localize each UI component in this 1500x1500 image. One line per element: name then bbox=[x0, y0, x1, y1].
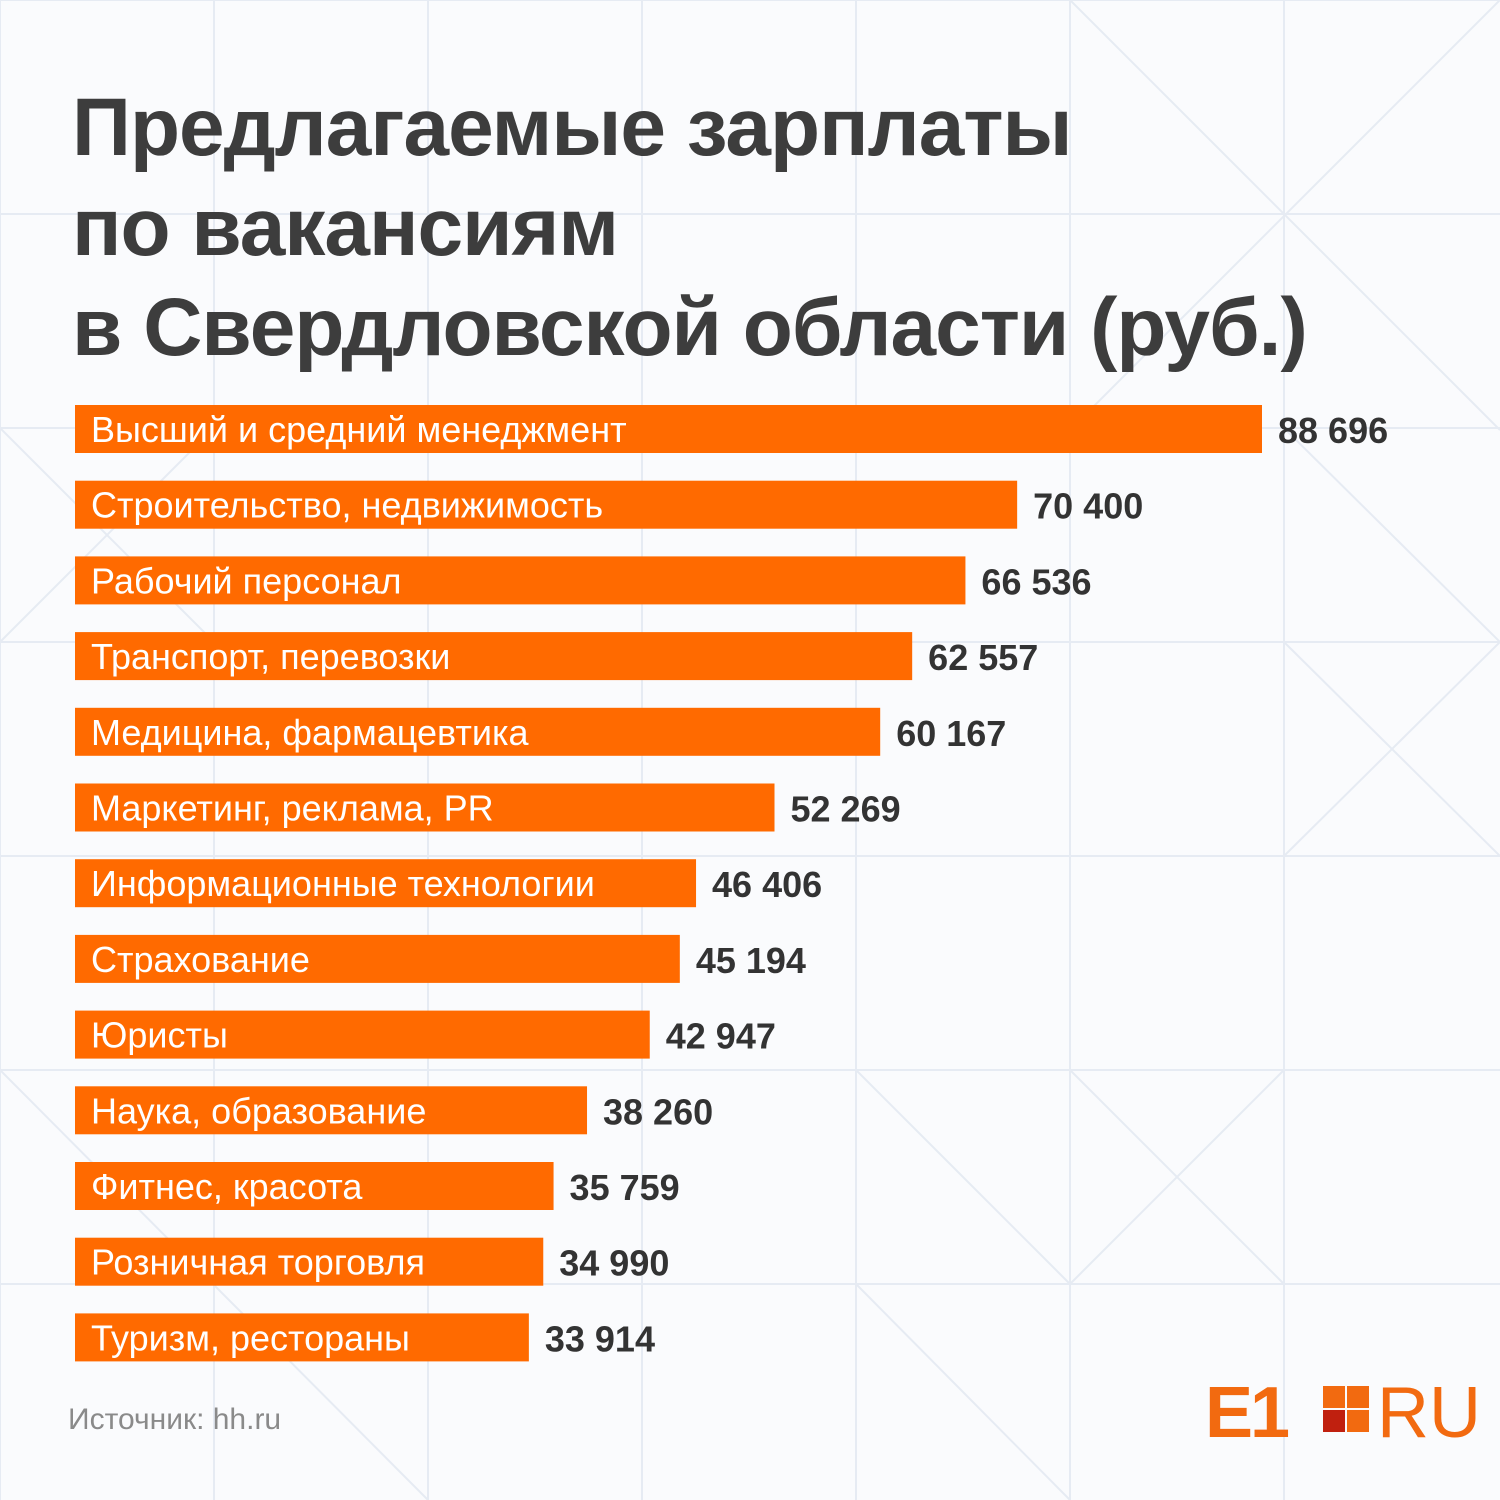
bar-group: Строительство, недвижимость 70 400 bbox=[75, 480, 1143, 529]
bar-value-label: 33 914 bbox=[545, 1318, 655, 1359]
logo-ru-text: RU bbox=[1377, 1373, 1481, 1453]
title-line-2: по вакансиям bbox=[72, 182, 619, 273]
bar bbox=[75, 556, 966, 605]
bar-group: Медицина, фармацевтика 60 167 bbox=[75, 707, 1006, 756]
bar-value-label: 70 400 bbox=[1033, 486, 1143, 527]
bar bbox=[75, 707, 881, 756]
bar-group: Высший и средний менеджмент 88 696 bbox=[75, 405, 1388, 453]
title-line-1: Предлагаемые зарплаты bbox=[72, 82, 1073, 173]
bar bbox=[75, 1010, 650, 1059]
e1-logo[interactable]: E1 RU bbox=[1205, 1373, 1481, 1453]
bar-value-label: 66 536 bbox=[981, 561, 1091, 602]
bar-value-label: 46 406 bbox=[712, 864, 822, 905]
bar-value-label: 52 269 bbox=[791, 789, 901, 830]
bar-value-label: 38 260 bbox=[603, 1091, 713, 1132]
bar-group: Транспорт, перевозки 62 557 bbox=[75, 632, 1038, 681]
bar-category-label: Наука, образование bbox=[91, 1090, 426, 1131]
chart-title: Предлагаемые зарплаты по вакансиям в Све… bbox=[72, 78, 1472, 378]
bar-category-label: Строительство, недвижимость bbox=[91, 485, 603, 526]
bar-value-label: 88 696 bbox=[1278, 410, 1388, 451]
bar bbox=[75, 1086, 588, 1135]
bar-category-label: Высший и средний менеджмент bbox=[91, 409, 627, 450]
bar-group: Юристы 42 947 bbox=[75, 1010, 776, 1059]
bar bbox=[75, 1162, 554, 1210]
bar-group: Фитнес, красота 35 759 bbox=[75, 1162, 680, 1210]
source-note: Источник: hh.ru bbox=[68, 1403, 282, 1436]
bar bbox=[75, 859, 697, 908]
bar-value-label: 35 759 bbox=[570, 1167, 680, 1208]
bar-value-label: 60 167 bbox=[896, 713, 1006, 754]
bar bbox=[75, 1313, 529, 1362]
bar-category-label: Информационные технологии bbox=[91, 863, 595, 904]
bar bbox=[75, 783, 775, 832]
bar-category-label: Фитнес, красота bbox=[91, 1166, 363, 1207]
bar-value-label: 34 990 bbox=[559, 1243, 669, 1284]
bar-value-label: 45 194 bbox=[696, 940, 806, 981]
logo-squares-icon bbox=[1323, 1386, 1369, 1432]
bar-category-label: Розничная торговля bbox=[91, 1242, 425, 1283]
bar-group: Маркетинг, реклама, PR 52 269 bbox=[75, 783, 901, 832]
bar-value-label: 42 947 bbox=[666, 1016, 776, 1057]
bar-group: Розничная торговля 34 990 bbox=[75, 1237, 669, 1286]
bar-category-label: Рабочий персонал bbox=[91, 560, 402, 601]
bar-category-label: Юристы bbox=[91, 1015, 228, 1056]
bar-category-label: Туризм, рестораны bbox=[91, 1317, 410, 1358]
bar-category-label: Транспорт, перевозки bbox=[91, 636, 450, 677]
bar-category-label: Страхование bbox=[91, 939, 310, 980]
bar-group: Страхование 45 194 bbox=[75, 934, 806, 983]
bar-value-label: 62 557 bbox=[928, 637, 1038, 678]
bar bbox=[75, 480, 1018, 529]
bar bbox=[75, 632, 913, 681]
bar-category-label: Маркетинг, реклама, PR bbox=[91, 788, 494, 829]
bar-group: Наука, образование 38 260 bbox=[75, 1086, 713, 1135]
title-line-3: в Свердловской области (руб.) bbox=[72, 282, 1308, 373]
bar bbox=[75, 1237, 544, 1286]
bar-group: Туризм, рестораны 33 914 bbox=[75, 1313, 655, 1362]
bar bbox=[75, 405, 1262, 453]
bar-group: Информационные технологии 46 406 bbox=[75, 859, 822, 908]
bar-group: Рабочий персонал 66 536 bbox=[75, 556, 1092, 605]
bar-category-label: Медицина, фармацевтика bbox=[91, 712, 530, 753]
bar bbox=[75, 934, 680, 983]
logo-e1-text: E1 bbox=[1205, 1373, 1290, 1453]
